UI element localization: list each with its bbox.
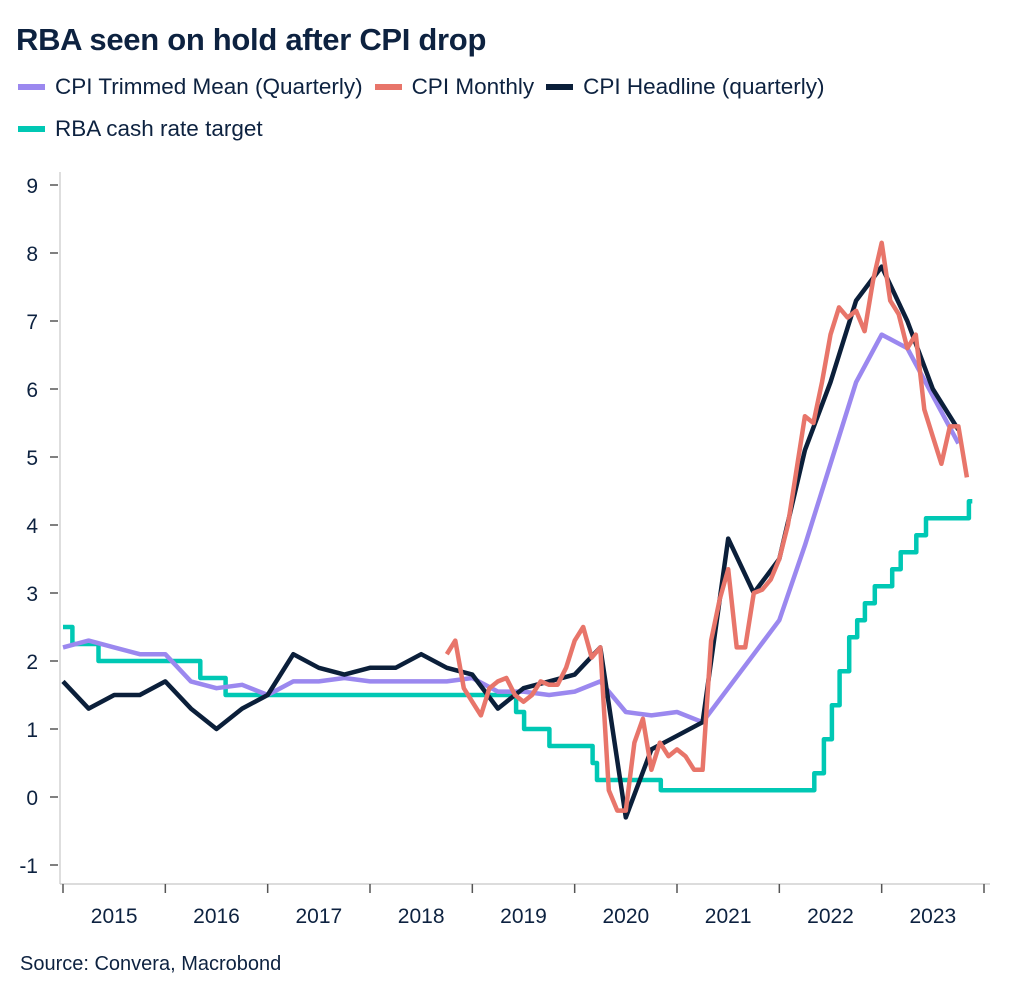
y-tick-label: 5	[26, 447, 38, 470]
chart-title: RBA seen on hold after CPI drop	[16, 22, 487, 57]
legend-swatch-trimmed-mean	[18, 84, 45, 90]
y-tick-label: -1	[19, 855, 38, 878]
legend-swatch-cpi-monthly	[374, 84, 402, 90]
y-tick-label: 8	[26, 243, 38, 266]
legend-label-cpi-headline: CPI Headline (quarterly)	[583, 74, 825, 99]
x-tick-label: 2022	[807, 905, 854, 928]
y-tick-label: 4	[26, 515, 38, 538]
x-tick-label: 2018	[398, 905, 445, 928]
legend-swatch-cpi-headline	[546, 84, 574, 90]
legend-label-cash-rate: RBA cash rate target	[55, 116, 263, 141]
y-tick-label: 6	[26, 379, 38, 402]
y-tick-label: 2	[26, 651, 38, 674]
legend-item-cpi-monthly: CPI Monthly	[374, 74, 535, 100]
legend-label-cpi-monthly: CPI Monthly	[411, 74, 535, 99]
y-tick-label: 3	[26, 583, 38, 606]
x-tick-label: 2016	[193, 905, 240, 928]
legend: CPI Trimmed Mean (Quarterly) CPI Monthly…	[18, 74, 836, 100]
cpi-headline-line	[61, 264, 961, 820]
x-tick-label: 2015	[91, 905, 138, 928]
legend-item-cash-rate: RBA cash rate target	[18, 116, 263, 142]
cash-rate-line	[63, 498, 973, 793]
source-note: Source: Convera, Macrobond	[20, 953, 282, 975]
x-tick-label: 2020	[602, 905, 649, 928]
legend-item-trimmed-mean: CPI Trimmed Mean (Quarterly)	[18, 74, 363, 100]
y-tick-label: 0	[26, 787, 38, 810]
legend-row-2: RBA cash rate target	[18, 116, 275, 142]
x-tick-label: 2017	[295, 905, 342, 928]
y-tick-label: 9	[26, 175, 38, 198]
trimmed-mean-line	[62, 332, 961, 725]
y-tick-label: 1	[26, 719, 38, 742]
y-tick-label: 7	[26, 311, 38, 334]
x-tick-label: 2019	[500, 905, 547, 928]
x-tick-label: 2021	[705, 905, 752, 928]
cpi-monthly-line	[444, 240, 970, 813]
x-tick-label: 2023	[909, 905, 956, 928]
legend-item-cpi-headline: CPI Headline (quarterly)	[546, 74, 824, 100]
legend-label-trimmed-mean: CPI Trimmed Mean (Quarterly)	[55, 74, 363, 99]
legend-swatch-cash-rate	[18, 126, 45, 132]
